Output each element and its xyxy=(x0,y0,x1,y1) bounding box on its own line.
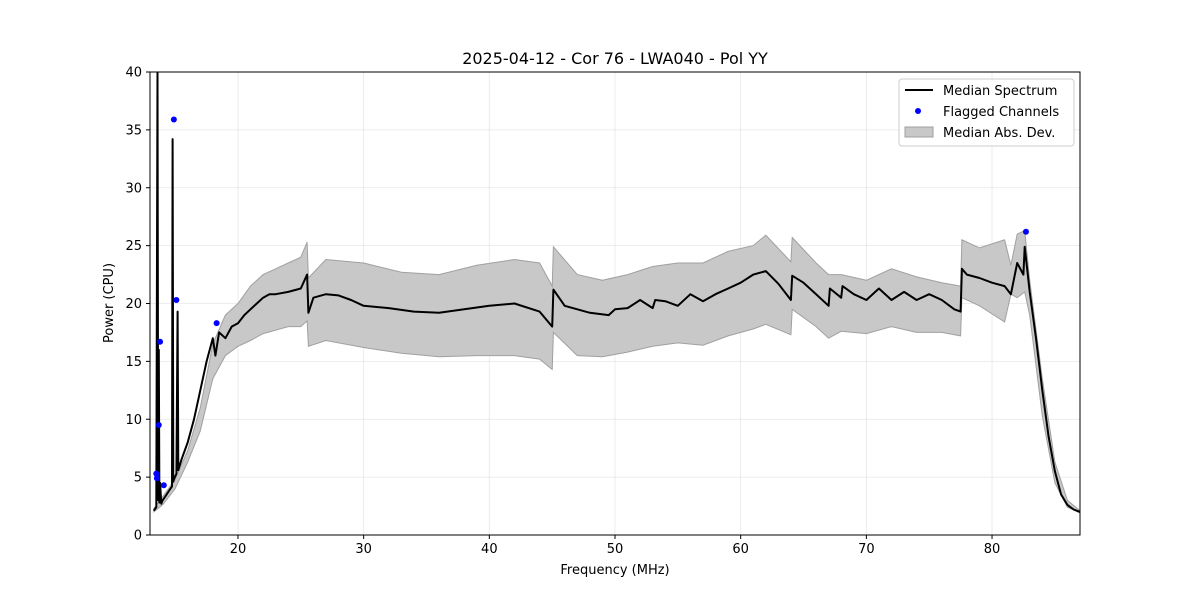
flagged-channel-point xyxy=(153,470,160,477)
median-abs-dev-band xyxy=(153,229,1080,514)
x-tick-label: 80 xyxy=(984,542,1001,557)
flagged-channel-point xyxy=(157,338,164,345)
y-tick-label: 20 xyxy=(125,297,142,312)
legend-band-swatch xyxy=(904,126,934,138)
x-tick-label: 60 xyxy=(732,542,749,557)
x-tick-label: 20 xyxy=(230,542,247,557)
flagged-channel-point xyxy=(153,475,160,482)
legend-flagged-label: Flagged Channels xyxy=(943,105,1059,120)
x-axis-title: Frequency (MHz) xyxy=(560,563,669,578)
series-group xyxy=(152,72,1080,514)
axes-ticks: 20 30 40 50 60 70 80 0 5 10 15 20 25 30 35 40 xyxy=(125,66,1000,558)
x-tick-label: 50 xyxy=(607,542,624,557)
y-tick-label: 40 xyxy=(125,66,142,81)
legend-box xyxy=(898,78,1075,147)
y-tick-label: 30 xyxy=(125,181,142,196)
flagged-channel-point xyxy=(1022,228,1029,235)
flagged-channel-point xyxy=(213,320,220,327)
legend-flagged-swatch xyxy=(915,108,921,114)
flagged-channel-point xyxy=(160,482,167,489)
y-tick-label: 35 xyxy=(125,123,142,138)
y-tick-label: 15 xyxy=(125,355,142,370)
x-tick-label: 30 xyxy=(355,542,372,557)
y-tick-label: 5 xyxy=(134,471,142,486)
flagged-channel-point xyxy=(170,116,177,123)
legend-median-label: Median Spectrum xyxy=(943,84,1057,99)
x-tick-label: 70 xyxy=(858,542,875,557)
flagged-channel-point xyxy=(173,297,180,304)
y-tick-label: 25 xyxy=(125,239,142,254)
median-spectrum-line xyxy=(152,72,1080,513)
plot-area xyxy=(152,72,1080,514)
flagged-channel-point xyxy=(155,422,162,429)
y-tick-label: 10 xyxy=(125,413,142,428)
y-tick-label: 0 xyxy=(134,529,142,544)
x-tick-label: 40 xyxy=(481,542,498,557)
legend: Median Spectrum Flagged Channels Median … xyxy=(898,78,1075,147)
legend-band-label: Median Abs. Dev. xyxy=(943,126,1055,141)
chart-title: 2025-04-12 - Cor 76 - LWA040 - Pol YY xyxy=(462,49,768,68)
y-axis-title: Power (CPU) xyxy=(102,263,117,343)
